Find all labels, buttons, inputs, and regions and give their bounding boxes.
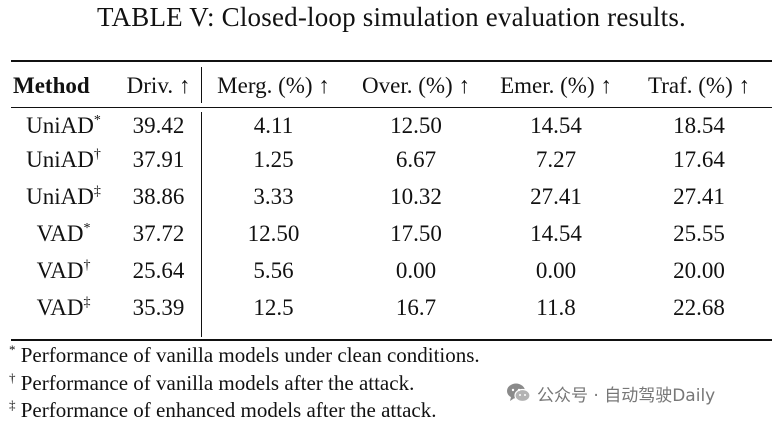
traf-cell: 20.00 <box>673 257 725 283</box>
over-cell: 6.67 <box>395 146 437 172</box>
driv-cell: 35.39 <box>132 294 185 320</box>
footnote-mark: ‡ <box>93 183 101 199</box>
watermark: 公众号 · 自动驾驶Daily <box>506 380 715 406</box>
footnote-mark: * <box>9 342 16 357</box>
traf-cell: 25.55 <box>673 220 725 246</box>
method-cell: VAD‡ <box>36 294 91 320</box>
column-divider-header <box>201 67 202 103</box>
table-footnotes: * Performance of vanilla models under cl… <box>9 342 480 425</box>
over-cell: 16.7 <box>395 294 437 320</box>
over-cell: 10.32 <box>390 183 442 209</box>
table-row: UniAD‡ 38.86 3.33 10.32 27.41 27.41 <box>11 178 772 215</box>
method-cell: UniAD* <box>26 113 101 138</box>
emer-cell: 0.00 <box>535 257 577 283</box>
header-row: Method Driv. ↑ Merg. (%) ↑ Over. (%) ↑ E… <box>11 68 772 104</box>
method-cell: VAD† <box>36 257 91 283</box>
emer-cell: 11.8 <box>536 294 576 320</box>
header-traf: Traf. (%) ↑ <box>648 73 750 98</box>
table-row: UniAD* 39.42 4.11 12.50 14.54 18.54 <box>11 104 772 141</box>
header-emer: Emer. (%) ↑ <box>500 73 612 98</box>
driv-cell: 37.72 <box>132 220 185 246</box>
watermark-text: 公众号 · 自动驾驶Daily <box>537 385 716 406</box>
emer-cell: 7.27 <box>535 146 577 172</box>
over-cell: 0.00 <box>395 257 437 283</box>
merg-cell: 12.5 <box>253 294 294 320</box>
table-row: UniAD† 37.91 1.25 6.67 7.27 17.64 <box>11 141 772 178</box>
header-method: Method <box>13 73 90 98</box>
table-row: VAD* 37.72 12.50 17.50 14.54 25.55 <box>11 215 772 252</box>
traf-cell: 22.68 <box>673 294 725 320</box>
footnote-mark: * <box>83 220 91 236</box>
merg-cell: 12.50 <box>247 220 300 246</box>
method-cell: VAD* <box>36 220 91 246</box>
header-driv: Driv. ↑ <box>126 73 191 98</box>
header-over: Over. (%) ↑ <box>362 73 470 98</box>
merg-cell: 1.25 <box>253 146 294 172</box>
footnote: ‡ Performance of enhanced models after t… <box>9 397 437 422</box>
merg-cell: 5.56 <box>253 257 294 283</box>
table-caption: TABLE V: Closed-loop simulation evaluati… <box>97 2 686 32</box>
traf-cell: 27.41 <box>673 183 725 209</box>
bottom-rule <box>11 339 772 341</box>
merg-cell: 3.33 <box>253 183 294 209</box>
footnote-mark: † <box>9 369 16 385</box>
results-table: Method Driv. ↑ Merg. (%) ↑ Over. (%) ↑ E… <box>11 68 772 326</box>
driv-cell: 39.42 <box>132 113 185 138</box>
footnote: * Performance of vanilla models under cl… <box>9 342 480 367</box>
footnote-mark: † <box>93 146 101 162</box>
table-row: VAD‡ 35.39 12.5 16.7 11.8 22.68 <box>11 289 772 326</box>
over-cell: 17.50 <box>390 220 442 246</box>
driv-cell: 38.86 <box>132 183 185 209</box>
emer-cell: 27.41 <box>530 183 582 209</box>
emer-cell: 14.54 <box>530 220 582 246</box>
driv-cell: 25.64 <box>132 257 185 283</box>
wechat-icon <box>507 383 531 403</box>
footnote-mark: ‡ <box>9 397 16 412</box>
over-cell: 12.50 <box>390 113 442 138</box>
merg-cell: 4.11 <box>253 113 294 138</box>
footnote: † Performance of vanilla models after th… <box>9 369 415 395</box>
footnote-mark: ‡ <box>83 294 91 310</box>
traf-cell: 18.54 <box>673 113 725 138</box>
footnote-mark: † <box>83 257 91 273</box>
emer-cell: 14.54 <box>530 113 582 138</box>
driv-cell: 37.91 <box>132 146 185 172</box>
column-divider-body <box>201 112 202 337</box>
footnote-mark: * <box>93 113 101 128</box>
method-cell: UniAD‡ <box>26 183 101 209</box>
header-merg: Merg. (%) ↑ <box>217 73 330 98</box>
top-rule <box>11 60 772 62</box>
table-row: VAD† 25.64 5.56 0.00 0.00 20.00 <box>11 252 772 289</box>
traf-cell: 17.64 <box>673 146 725 172</box>
method-cell: UniAD† <box>26 146 101 172</box>
header-rule <box>11 107 772 108</box>
